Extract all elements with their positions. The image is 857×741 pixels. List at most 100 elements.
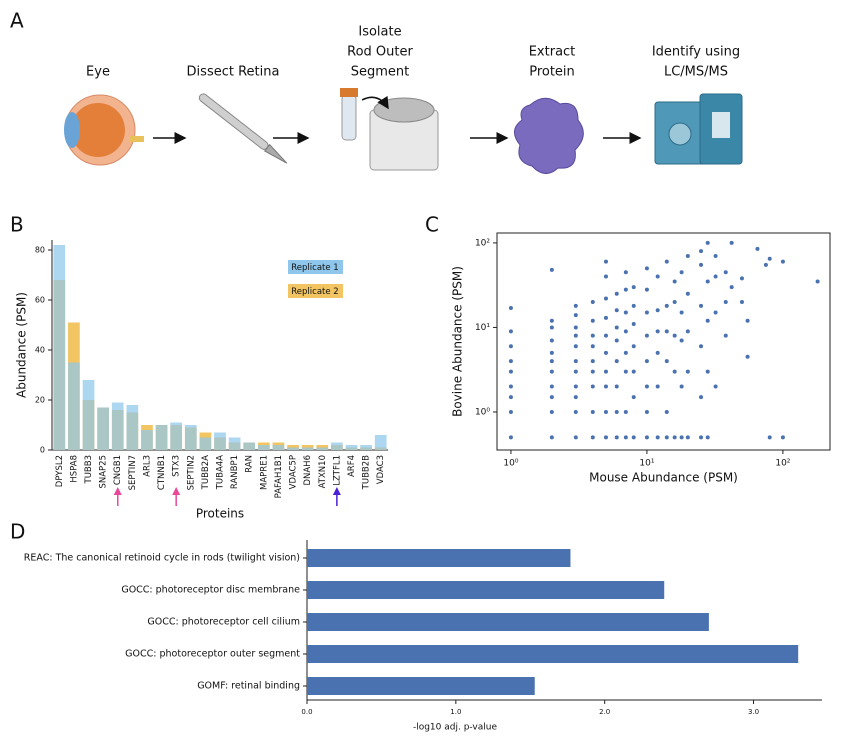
point <box>508 395 513 400</box>
point <box>723 333 728 338</box>
point <box>664 303 669 308</box>
bar <box>243 442 256 450</box>
y-tick-label: REAC: The canonical retinoid cycle in ro… <box>24 553 300 564</box>
point <box>685 291 690 296</box>
point <box>713 274 718 279</box>
arrow-head <box>113 487 122 495</box>
bar <box>184 425 197 450</box>
point <box>815 279 820 284</box>
point <box>699 344 704 349</box>
point <box>723 299 728 304</box>
point <box>644 435 649 440</box>
x-tick-label: CNGB1 <box>113 455 123 485</box>
x-tick-label: 10² <box>775 459 790 469</box>
legend-label: Replicate 1 <box>291 263 338 273</box>
x-tick-label: 10⁰ <box>503 459 518 469</box>
point <box>508 384 513 389</box>
point <box>549 338 554 343</box>
point <box>780 259 785 264</box>
point <box>603 409 608 414</box>
point <box>713 384 718 389</box>
point <box>573 409 578 414</box>
point <box>549 395 554 400</box>
point <box>705 240 710 245</box>
point <box>573 313 578 318</box>
point <box>573 384 578 389</box>
point <box>679 270 684 275</box>
bar <box>307 581 665 599</box>
point <box>590 409 595 414</box>
x-axis-label: Mouse Abundance (PSM) <box>589 471 738 485</box>
point <box>664 329 669 334</box>
point <box>590 369 595 374</box>
point <box>767 256 772 261</box>
point <box>573 359 578 364</box>
arrow-head <box>332 487 341 495</box>
tube-cap <box>340 88 358 97</box>
point <box>508 359 513 364</box>
step-label: Segment <box>351 65 410 80</box>
step-label: Eye <box>86 65 110 80</box>
point <box>699 303 704 308</box>
point <box>603 259 608 264</box>
point <box>590 359 595 364</box>
point <box>590 344 595 349</box>
point <box>664 435 669 440</box>
scalpel-icon <box>198 93 288 164</box>
point <box>679 338 684 343</box>
point <box>664 409 669 414</box>
point <box>631 435 636 440</box>
point <box>573 369 578 374</box>
x-tick-label: HSPA8 <box>69 455 79 483</box>
point <box>623 409 628 414</box>
bar <box>374 435 387 450</box>
bar <box>214 432 226 450</box>
point <box>767 435 772 440</box>
panel-label: B <box>10 213 24 237</box>
point <box>685 329 690 334</box>
point <box>590 318 595 323</box>
point <box>664 259 669 264</box>
bar <box>272 445 285 450</box>
tube-arrow <box>361 95 389 110</box>
point <box>631 321 636 326</box>
tube-icon <box>341 94 357 141</box>
point <box>508 409 513 414</box>
y-tick-label: GOMF: retinal binding <box>197 681 300 692</box>
point <box>508 329 513 334</box>
x-tick-label: RANBP1 <box>230 455 240 489</box>
point <box>603 296 608 301</box>
optic-nerve <box>130 136 144 142</box>
x-tick-label: CTNNB1 <box>157 455 167 490</box>
point <box>713 310 718 315</box>
x-tick-label: MAPRE1 <box>259 455 269 490</box>
point <box>699 435 704 440</box>
eye-inner <box>71 103 125 157</box>
point <box>763 262 768 267</box>
point <box>745 354 750 359</box>
plot-frame <box>496 232 831 451</box>
bar <box>307 645 799 663</box>
x-axis-label: Proteins <box>196 507 244 521</box>
x-tick-label: 0.0 <box>301 708 312 716</box>
point <box>729 240 734 245</box>
x-tick-label: DPYSL2 <box>55 455 65 487</box>
y-tick-label: 10² <box>475 238 490 248</box>
x-tick-label: TUBB2B <box>362 455 372 490</box>
point <box>549 359 554 364</box>
bar <box>257 445 270 450</box>
point <box>549 384 554 389</box>
point <box>644 359 649 364</box>
y-tick-label: 40 <box>35 346 45 355</box>
point <box>614 384 619 389</box>
point <box>644 266 649 271</box>
point <box>631 285 636 290</box>
point <box>623 287 628 292</box>
point <box>672 369 677 374</box>
x-tick-label: TUBB3 <box>84 455 94 484</box>
point <box>723 270 728 275</box>
point <box>672 435 677 440</box>
point <box>644 333 649 338</box>
point <box>685 254 690 259</box>
